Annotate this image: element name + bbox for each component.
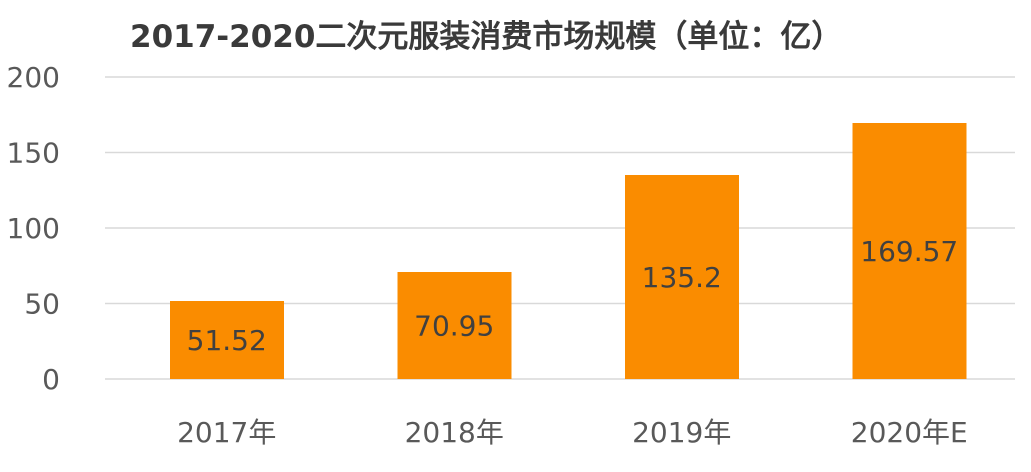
data-label: 51.52 <box>187 324 267 357</box>
x-category-label: 2017年 <box>177 416 276 449</box>
y-tick-label: 100 <box>7 212 60 245</box>
data-label: 135.2 <box>642 261 722 294</box>
x-category-label: 2018年 <box>405 416 504 449</box>
y-tick-label: 200 <box>7 61 60 94</box>
bar-1 <box>169 301 284 379</box>
bar-3 <box>624 174 739 379</box>
bar-2 <box>397 271 512 379</box>
bar-4 <box>852 122 967 379</box>
y-tick-label: 150 <box>7 137 60 170</box>
x-axis-category-labels: 2017年 2018年 2019年 2020年E <box>177 416 968 449</box>
data-label: 70.95 <box>414 309 494 342</box>
y-axis-tick-labels: 0 50 100 150 200 <box>7 61 60 396</box>
data-label: 169.57 <box>860 235 958 268</box>
y-tick-label: 0 <box>42 363 60 396</box>
x-category-label: 2019年 <box>632 416 731 449</box>
y-tick-label: 50 <box>24 288 60 321</box>
bars <box>169 122 967 379</box>
x-category-label: 2020年E <box>851 416 968 449</box>
data-labels: 51.52 70.95 135.2 169.57 <box>187 235 959 357</box>
chart-title: 2017-2020二次元服装消费市场规模（单位：亿） <box>130 19 842 55</box>
